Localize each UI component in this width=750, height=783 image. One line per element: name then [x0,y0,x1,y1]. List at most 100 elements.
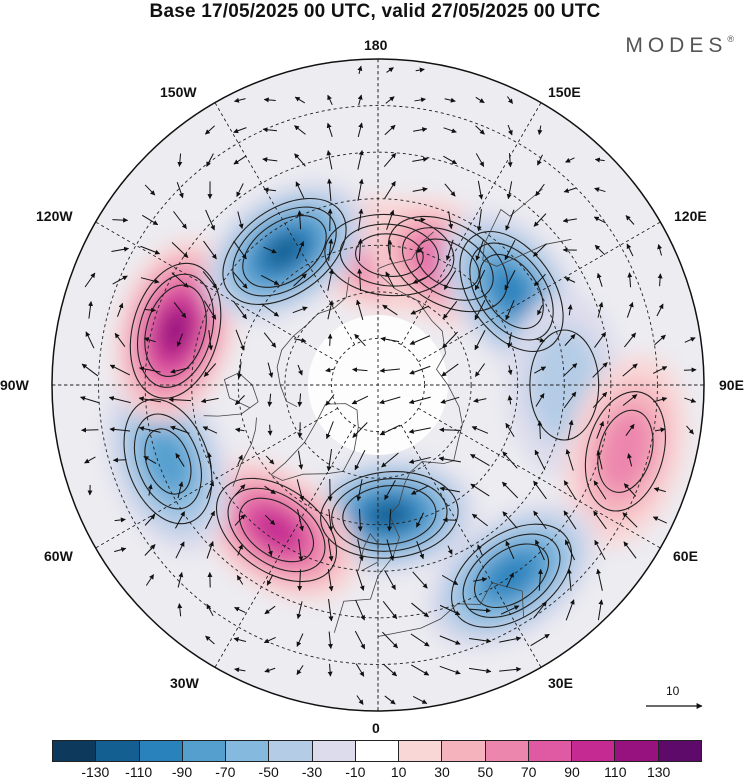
wind-vector [232,271,248,289]
colorbar-segment [226,741,270,761]
wind-vector [293,273,307,287]
wind-vector [117,302,124,317]
wind-vector [470,454,490,466]
wind-vector [84,456,96,464]
wind-vector [138,426,161,433]
wind-vector [499,666,522,672]
anomaly-level [491,268,532,315]
coastline [232,417,257,487]
wind-vector [170,425,190,434]
wind-vector [233,300,247,320]
wind-vector [264,514,276,526]
wind-vector [354,333,366,347]
wind-vector [236,183,244,198]
wind-vector [504,270,516,291]
colorbar-segment [355,741,400,761]
wind-vector [535,393,545,407]
wind-vector [203,363,217,377]
colorbar-tick-label: 10 [390,764,407,780]
wind-vector [445,239,454,261]
wind-vector [263,246,277,254]
wind-vector [563,391,577,409]
colorbar-tick-label: -90 [171,764,193,780]
wind-vector [410,633,430,647]
wind-vector [657,243,663,256]
anomaly-level [598,408,653,495]
colorbar-segment [182,741,227,761]
wind-vector [171,242,189,258]
wind-vector [351,395,369,405]
colorbar-tick-label: 90 [564,764,580,780]
wind-vector [382,631,398,649]
wind-vector [387,508,393,532]
wind-vector [563,480,577,500]
wind-vector [564,333,576,346]
wind-vector [626,301,634,318]
wind-vector [443,155,458,165]
map-title: Base 17/05/2025 00 UTC, valid 27/05/2025… [149,1,601,22]
wind-vector [237,544,243,556]
wind-vector [296,509,304,532]
wind-vector [173,302,187,319]
wind-vector [326,150,333,170]
colorbar-tick-label: -130 [81,764,110,780]
wind-vector [260,274,280,286]
meridian-line [400,102,542,345]
wind-vector [263,97,276,103]
colorbar-segment [615,741,659,761]
wind-vector [233,155,247,165]
wind-vector [627,272,633,288]
wind-vector [384,570,396,591]
wind-vector [502,511,518,529]
wind-vector [81,427,99,433]
wind-vector [235,329,245,351]
wind-vector [439,635,461,645]
wind-vector [470,483,490,497]
reference-vector-value: 10 [666,684,680,698]
wind-vector [652,366,668,374]
wind-vector [237,211,244,230]
wind-vector [477,544,483,556]
wind-vector [206,480,215,499]
lon-label-30e: 30E [548,675,573,691]
lon-label-60w: 60W [44,548,73,564]
wind-vector [263,332,277,348]
colorbar-tick-label: -10 [345,764,366,780]
wind-vector [441,363,459,377]
wind-vector [686,425,694,435]
wind-vector [327,333,333,346]
wind-vector [563,187,576,193]
contour-set [222,197,347,305]
map-disc [52,59,704,711]
contour-line [462,533,561,618]
wind-vector [176,182,184,199]
wind-vector [683,367,697,373]
colorbar-segment [399,741,443,761]
wind-vector [684,397,697,403]
wind-vector [297,210,303,230]
wind-vector [564,539,576,561]
wind-vector [412,571,428,589]
lon-label-120w: 120W [36,208,73,224]
wind-vector [444,183,456,197]
wind-vector [357,149,364,170]
wind-vector [382,304,398,316]
wind-vector [325,367,335,373]
wind-vector [593,216,606,224]
wind-vector [384,124,396,136]
wind-vector [208,329,214,351]
wind-vector [328,599,334,622]
wind-vector [565,449,574,471]
wind-vector [112,275,128,285]
wind-vector [474,329,486,351]
wind-vector [109,364,131,376]
wind-vector [622,394,638,406]
wind-vector [473,577,488,583]
wind-vector [506,572,514,588]
wind-vector [177,572,184,588]
wind-vector [535,183,545,197]
graticule [52,59,704,711]
wind-vectors [80,65,697,705]
wind-vector [84,272,96,288]
